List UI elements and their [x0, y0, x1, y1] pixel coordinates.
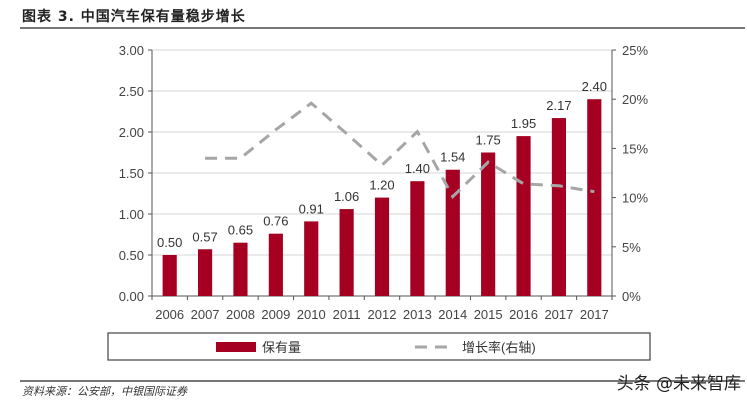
bar-value-label: 0.76 — [263, 214, 288, 229]
bar — [304, 221, 319, 296]
bar-value-label: 1.54 — [440, 150, 465, 165]
x-tick-label: 2006 — [155, 307, 184, 322]
bar — [268, 233, 283, 296]
figure-title: 图表 3. 中国汽车保有量稳步增长 — [22, 9, 246, 25]
bar-value-label: 1.40 — [405, 161, 430, 176]
title-divider — [20, 27, 745, 29]
y-right-tick-label: 5% — [622, 240, 641, 255]
x-tick-label: 2017 — [544, 307, 573, 322]
bar — [551, 118, 566, 296]
watermark: 头条 @未来智库 — [616, 374, 741, 394]
y-left-tick-label: 1.50 — [119, 166, 144, 181]
x-tick-label: 2014 — [438, 307, 467, 322]
y-left-tick-label: 2.50 — [119, 84, 144, 99]
bar — [198, 249, 213, 296]
bar — [587, 99, 602, 296]
bar-value-label: 1.06 — [334, 189, 359, 204]
x-tick-label: 2007 — [191, 307, 220, 322]
legend-label-line: 增长率(右轴) — [462, 340, 536, 355]
bar-value-label: 0.65 — [228, 223, 253, 238]
bar-value-label: 0.91 — [299, 201, 324, 216]
y-right-tick-label: 20% — [622, 92, 648, 107]
y-right-tick-label: 25% — [622, 43, 648, 58]
y-left-tick-label: 2.00 — [119, 125, 144, 140]
growth-rate-line — [205, 101, 595, 200]
bar — [445, 169, 460, 296]
x-tick-label: 2013 — [403, 307, 432, 322]
x-tick-label: 2011 — [333, 307, 361, 322]
y-right-tick-label: 0% — [622, 289, 641, 304]
bar-value-label: 0.50 — [157, 235, 182, 250]
bar — [162, 255, 177, 296]
source-note: 资料来源：公安部，中银国际证券 — [22, 385, 187, 398]
x-tick-label: 2016 — [509, 307, 538, 322]
y-right-tick-label: 15% — [622, 141, 648, 156]
legend-box — [107, 332, 651, 361]
bar — [374, 197, 390, 296]
y-left-tick-label: 0.50 — [119, 248, 144, 263]
legend-swatch-bar — [216, 342, 256, 352]
bar — [410, 181, 425, 296]
footer-divider — [20, 380, 745, 382]
x-tick-label: 2015 — [474, 307, 503, 322]
bar-value-label: 1.95 — [511, 116, 536, 131]
y-right-tick-label: 10% — [622, 191, 648, 206]
bar — [481, 152, 496, 296]
bar-value-label: 1.20 — [369, 178, 394, 193]
x-tick-label: 2017 — [580, 307, 609, 322]
y-left-tick-label: 3.00 — [119, 43, 144, 58]
y-left-tick-label: 0.00 — [119, 289, 144, 304]
bar-value-label: 1.75 — [475, 133, 500, 148]
bar-value-label: 0.57 — [192, 229, 217, 244]
bar — [516, 136, 531, 296]
y-left-tick-label: 1.00 — [119, 207, 144, 222]
bar-value-label: 2.40 — [582, 79, 607, 94]
bar — [233, 242, 248, 296]
x-tick-label: 2010 — [297, 307, 326, 322]
bar — [339, 209, 354, 296]
x-tick-label: 2012 — [368, 307, 397, 322]
x-tick-label: 2008 — [226, 307, 255, 322]
bar-value-label: 2.17 — [546, 98, 571, 113]
legend-label-bar: 保有量 — [262, 340, 301, 355]
x-tick-label: 2009 — [261, 307, 290, 322]
